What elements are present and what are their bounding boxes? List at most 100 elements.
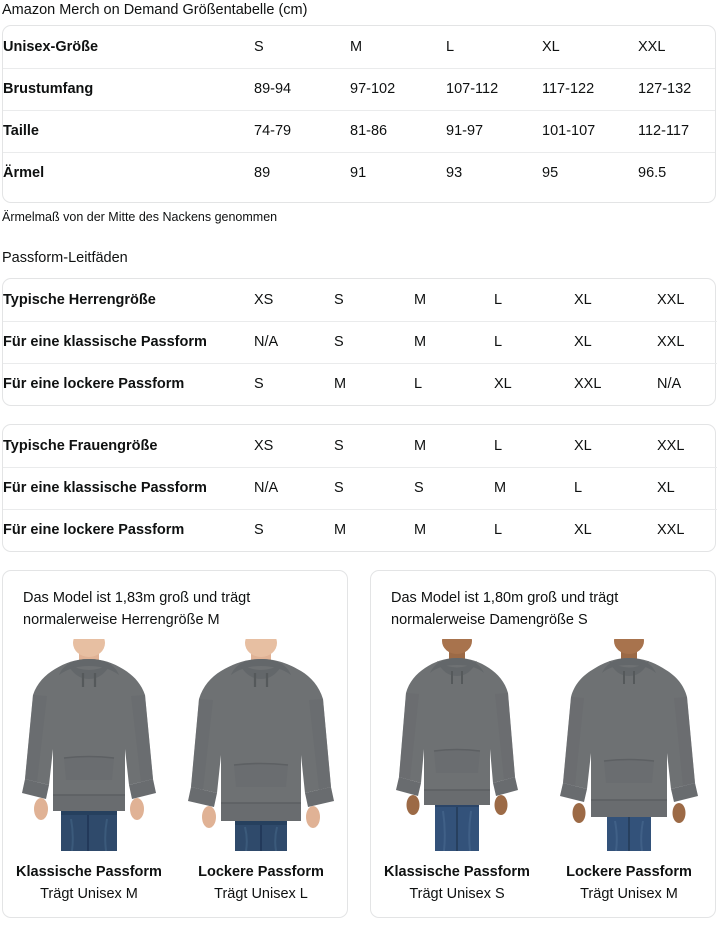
male-relaxed-caption: Lockere Passform Trägt Unisex L xyxy=(175,861,347,905)
female-relaxed-caption: Lockere Passform Trägt Unisex M xyxy=(543,861,715,905)
male-classic-fit-wears: Trägt Unisex M xyxy=(40,886,138,902)
female-model-description: Das Model ist 1,80m groß und trägt norma… xyxy=(391,590,619,628)
womens-typical-size-label: Typische Frauengröße xyxy=(3,437,158,454)
table-row: Für eine lockere Passform S M M L XL XXL xyxy=(3,508,717,551)
male-model-description: Das Model ist 1,83m groß und trägt norma… xyxy=(23,590,251,628)
table-row-header: Unisex-Größe S M L XL XXL xyxy=(3,26,715,68)
womens-classic-s: S xyxy=(334,466,414,509)
cell-chest-l: 107-112 xyxy=(446,67,542,110)
table-row: Für eine klassische Passform N/A S M L X… xyxy=(3,320,717,363)
size-col-l: L xyxy=(446,38,455,55)
cell-chest-xxl: 127-132 xyxy=(638,67,715,110)
female-hoodie-relaxed-illustration xyxy=(549,639,709,851)
womens-size-col-s: S xyxy=(334,437,344,454)
cell-chest-m: 97-102 xyxy=(350,67,446,110)
female-figure-captions: Klassische Passform Trägt Unisex S Locke… xyxy=(371,861,715,905)
cell-waist-s: 74-79 xyxy=(254,109,350,152)
male-classic-fit-figure xyxy=(9,639,169,851)
mens-relaxed-xxl: N/A xyxy=(657,362,717,405)
mens-relaxed-xl: XXL xyxy=(574,362,657,405)
cell-waist-m: 81-86 xyxy=(350,109,446,152)
female-classic-fit-figure xyxy=(377,639,537,851)
female-relaxed-fit-wears: Trägt Unisex M xyxy=(580,886,678,902)
male-hoodie-relaxed-illustration xyxy=(181,639,341,851)
mens-classic-xl: XL xyxy=(574,320,657,363)
womens-relaxed-m: M xyxy=(414,508,494,551)
womens-size-col-l: L xyxy=(494,437,503,454)
size-col-s: S xyxy=(254,38,264,55)
male-relaxed-fit-figure xyxy=(181,639,341,851)
womens-size-col-xxl: XXL xyxy=(657,437,685,454)
womens-size-col-m: M xyxy=(414,437,427,454)
table-row: Ärmel 89 91 93 95 96.5 xyxy=(3,151,715,194)
female-relaxed-fit-title: Lockere Passform xyxy=(566,864,692,880)
male-figure-captions: Klassische Passform Trägt Unisex M Locke… xyxy=(3,861,347,905)
mens-relaxed-fit-label: Für eine lockere Passform xyxy=(3,362,254,405)
womens-relaxed-s: M xyxy=(334,508,414,551)
table-row: Für eine klassische Passform N/A S S M L… xyxy=(3,466,717,509)
male-model-figures xyxy=(3,639,347,851)
womens-size-col-xs: XS xyxy=(254,437,274,454)
womens-classic-m: S xyxy=(414,466,494,509)
mens-fit-table: Typische Herrengröße XS S M L XL XXL Für… xyxy=(3,279,717,405)
male-classic-fit-title: Klassische Passform xyxy=(16,864,162,880)
mens-classic-m: M xyxy=(414,320,494,363)
mens-size-col-xl: XL xyxy=(574,291,592,308)
row-label-waist: Taille xyxy=(3,109,254,152)
female-classic-fit-wears: Trägt Unisex S xyxy=(409,886,505,902)
cell-waist-l: 91-97 xyxy=(446,109,542,152)
mens-relaxed-l: XL xyxy=(494,362,574,405)
size-col-xl: XL xyxy=(542,38,560,55)
size-col-m: M xyxy=(350,38,363,55)
womens-fit-table: Typische Frauengröße XS S M L XL XXL Für… xyxy=(3,425,717,551)
female-hoodie-classic-illustration xyxy=(377,639,537,851)
mens-typical-size-label: Typische Herrengröße xyxy=(3,291,156,308)
female-classic-fit-title: Klassische Passform xyxy=(384,864,530,880)
womens-relaxed-l: L xyxy=(494,508,574,551)
womens-size-col-xl: XL xyxy=(574,437,592,454)
mens-relaxed-xs: S xyxy=(254,362,334,405)
womens-classic-xl: L xyxy=(574,466,657,509)
mens-size-col-m: M xyxy=(414,291,427,308)
womens-classic-fit-label: Für eine klassische Passform xyxy=(3,466,254,509)
womens-classic-xs: N/A xyxy=(254,466,334,509)
mens-relaxed-m: L xyxy=(414,362,494,405)
cell-waist-xxl: 112-117 xyxy=(638,109,715,152)
womens-relaxed-xxl: XXL xyxy=(657,508,717,551)
womens-relaxed-fit-label: Für eine lockere Passform xyxy=(3,508,254,551)
womens-relaxed-xl: XL xyxy=(574,508,657,551)
mens-classic-l: L xyxy=(494,320,574,363)
mens-relaxed-s: M xyxy=(334,362,414,405)
male-relaxed-fit-wears: Trägt Unisex L xyxy=(214,886,308,902)
mens-fit-guide-card: Typische Herrengröße XS S M L XL XXL Für… xyxy=(2,278,717,406)
mens-size-col-l: L xyxy=(494,291,503,308)
female-relaxed-fit-figure xyxy=(549,639,709,851)
cell-sleeve-l: 93 xyxy=(446,151,542,194)
table-row: Für eine lockere Passform S M L XL XXL N… xyxy=(3,362,717,405)
page-title: Amazon Merch on Demand Größentabelle (cm… xyxy=(2,2,308,18)
male-classic-caption: Klassische Passform Trägt Unisex M xyxy=(3,861,175,905)
table-row-header: Typische Herrengröße XS S M L XL XXL xyxy=(3,279,717,321)
mens-classic-s: S xyxy=(334,320,414,363)
cell-waist-xl: 101-107 xyxy=(542,109,638,152)
mens-classic-xxl: XXL xyxy=(657,320,717,363)
mens-size-col-xs: XS xyxy=(254,291,274,308)
male-model-card: Das Model ist 1,83m groß und trägt norma… xyxy=(2,570,348,918)
row-label-sleeve: Ärmel xyxy=(3,151,254,194)
female-classic-caption: Klassische Passform Trägt Unisex S xyxy=(371,861,543,905)
womens-classic-l: M xyxy=(494,466,574,509)
size-col-xxl: XXL xyxy=(638,38,666,55)
unisex-size-table: Unisex-Größe S M L XL XXL Brustumfang 89… xyxy=(3,26,715,194)
fit-guides-title: Passform-Leitfäden xyxy=(2,250,128,266)
womens-fit-guide-card: Typische Frauengröße XS S M L XL XXL Für… xyxy=(2,424,717,552)
row-label-chest: Brustumfang xyxy=(3,67,254,110)
male-hoodie-classic-illustration xyxy=(9,639,169,851)
table-row: Brustumfang 89-94 97-102 107-112 117-122… xyxy=(3,67,715,110)
unisex-size-header-label: Unisex-Größe xyxy=(3,38,99,55)
cell-sleeve-m: 91 xyxy=(350,151,446,194)
mens-size-col-xxl: XXL xyxy=(657,291,685,308)
mens-size-col-s: S xyxy=(334,291,344,308)
table-row: Taille 74-79 81-86 91-97 101-107 112-117 xyxy=(3,109,715,152)
table-row-header: Typische Frauengröße XS S M L XL XXL xyxy=(3,425,717,467)
